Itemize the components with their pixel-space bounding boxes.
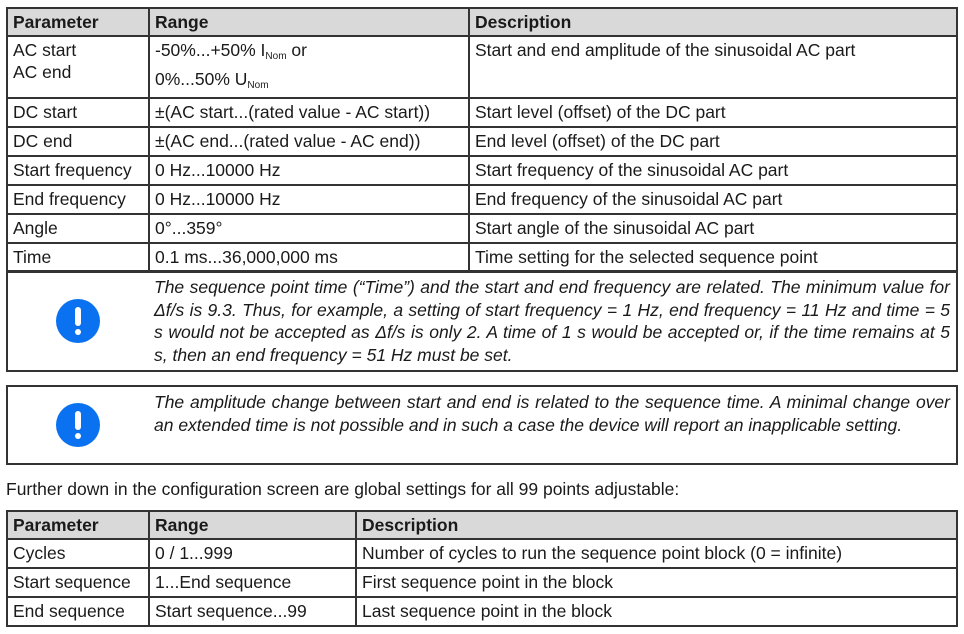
- header-parameter: Parameter: [6, 510, 150, 540]
- table-row: DC start ±(AC start...(rated value - AC s…: [6, 97, 958, 128]
- range-text: 0%...50% U: [155, 69, 248, 89]
- cell-parameter: Start sequence: [6, 567, 150, 598]
- cell-range: 0 Hz...10000 Hz: [148, 155, 470, 186]
- cell-range: 1...End sequence: [148, 567, 357, 598]
- param-ac-start: AC start: [13, 40, 77, 60]
- cell-range: ±(AC end...(rated value - AC end)): [148, 126, 470, 157]
- note-icon-cell: [8, 387, 148, 463]
- cell-parameter: DC end: [6, 126, 150, 157]
- parameter-table: Parameter Range Description AC start AC e…: [6, 7, 958, 273]
- cell-range: -50%...+50% INom or 0%...50% UNom: [148, 35, 470, 99]
- cell-range: 0 Hz...10000 Hz: [148, 184, 470, 215]
- note-box-amplitude: The amplitude change between start and e…: [6, 385, 958, 465]
- cell-parameter: AC start AC end: [6, 35, 150, 99]
- range-text: or: [286, 40, 307, 60]
- global-settings-table: Parameter Range Description Cycles 0 / 1.…: [6, 510, 958, 627]
- note-text: The sequence point time (“Time”) and the…: [154, 277, 950, 365]
- cell-range: 0 / 1...999: [148, 538, 357, 569]
- table-row: DC end ±(AC end...(rated value - AC end))…: [6, 126, 958, 157]
- cell-description: Start and end amplitude of the sinusoida…: [468, 35, 958, 99]
- header-range: Range: [148, 510, 357, 540]
- table-row: Cycles 0 / 1...999 Number of cycles to run…: [6, 538, 958, 569]
- range-subscript: Nom: [247, 80, 269, 91]
- cell-description: Start angle of the sinusoidal AC part: [468, 213, 958, 244]
- cell-parameter: DC start: [6, 97, 150, 128]
- cell-description: Start frequency of the sinusoidal AC par…: [468, 155, 958, 186]
- table-row: Angle 0°...359° Start angle of the sinusoi…: [6, 213, 958, 244]
- cell-range: ±(AC start...(rated value - AC start)): [148, 97, 470, 128]
- table-header-row: Parameter Range Description: [6, 7, 958, 37]
- cell-parameter: End sequence: [6, 596, 150, 627]
- cell-parameter: End frequency: [6, 184, 150, 215]
- table-header-row: Parameter Range Description: [6, 510, 958, 540]
- body-paragraph: Further down in the configuration screen…: [6, 479, 680, 499]
- cell-range: 0.1 ms...36,000,000 ms: [148, 242, 470, 273]
- table-row: AC start AC end -50%...+50% INom or 0%...5…: [6, 35, 958, 99]
- cell-description: End frequency of the sinusoidal AC part: [468, 184, 958, 215]
- cell-description: End level (offset) of the DC part: [468, 126, 958, 157]
- header-range: Range: [148, 7, 470, 37]
- cell-range: 0°...359°: [148, 213, 470, 244]
- table-row: Start sequence 1...End sequence First sequ…: [6, 567, 958, 598]
- cell-description: Last sequence point in the block: [355, 596, 958, 627]
- table-row: Start frequency 0 Hz...10000 Hz Start freq…: [6, 155, 958, 186]
- table-row: Time 0.1 ms...36,000,000 ms Time setting f…: [6, 242, 958, 273]
- cell-parameter: Cycles: [6, 538, 150, 569]
- note-icon-cell: [8, 272, 148, 370]
- cell-parameter: Angle: [6, 213, 150, 244]
- cell-range: Start sequence...99: [148, 596, 357, 627]
- cell-parameter: Start frequency: [6, 155, 150, 186]
- range-subscript: Nom: [265, 51, 287, 62]
- range-text: -50%...+50% I: [155, 40, 266, 60]
- cell-description: Number of cycles to run the sequence poi…: [355, 538, 958, 569]
- cell-parameter: Time: [6, 242, 150, 273]
- table-row: End sequence Start sequence...99 Last sequ…: [6, 596, 958, 627]
- note-box-frequency: The sequence point time (“Time”) and the…: [6, 270, 958, 372]
- table-row: End frequency 0 Hz...10000 Hz End frequenc…: [6, 184, 958, 215]
- header-description: Description: [355, 510, 958, 540]
- note-text: The amplitude change between start and e…: [154, 392, 950, 435]
- cell-description: Start level (offset) of the DC part: [468, 97, 958, 128]
- header-description: Description: [468, 7, 958, 37]
- exclamation-circle-icon: [56, 403, 100, 447]
- cell-description: Time setting for the selected sequence p…: [468, 242, 958, 273]
- exclamation-circle-icon: [56, 299, 100, 343]
- param-ac-end: AC end: [13, 62, 72, 82]
- cell-description: First sequence point in the block: [355, 567, 958, 598]
- header-parameter: Parameter: [6, 7, 150, 37]
